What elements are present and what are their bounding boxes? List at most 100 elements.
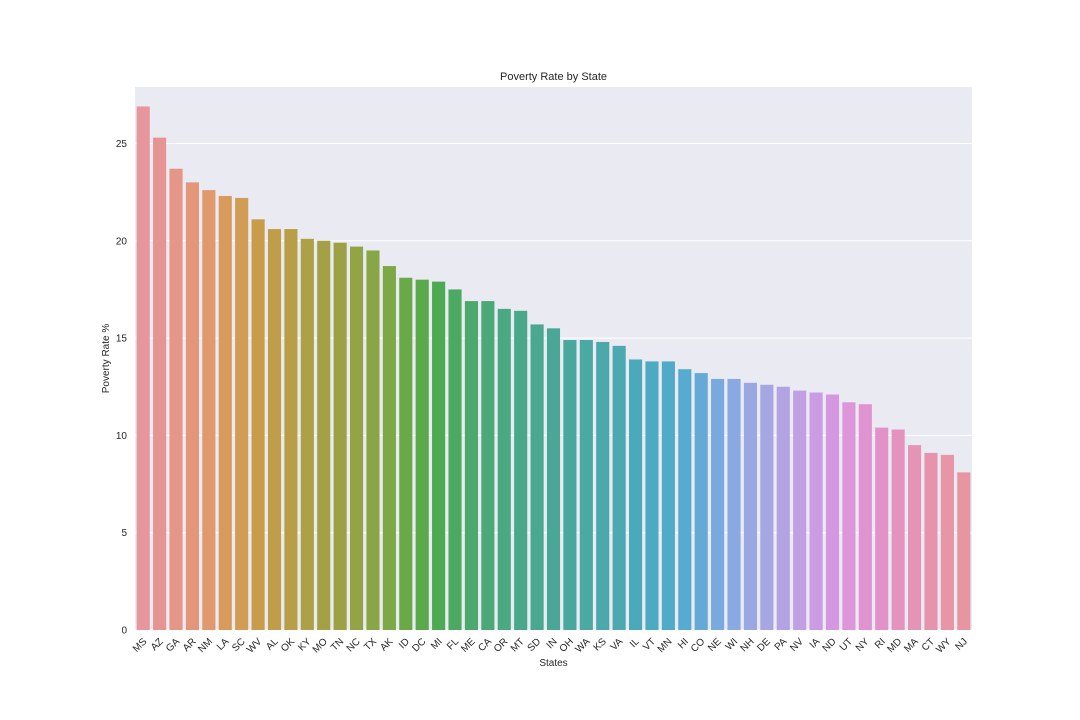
bar-il [628, 359, 643, 630]
x-tick-label: MD [885, 636, 904, 655]
x-tick-label: IN [545, 636, 560, 651]
bar-ri [875, 427, 889, 630]
x-tick-label: MT [509, 636, 527, 654]
x-tick-label: AK [378, 636, 395, 653]
x-tick-label: MA [902, 636, 921, 655]
x-tick-label: TN [329, 636, 346, 653]
x-tick-label: CO [689, 636, 708, 655]
bar-ar [185, 182, 200, 630]
bar-dc [415, 279, 429, 630]
bar-tx [366, 250, 380, 630]
bar-wa [579, 340, 593, 630]
bar-ga [169, 168, 183, 630]
x-tick-label: VT [641, 636, 658, 653]
x-tick-label: PA [773, 636, 790, 653]
x-tick-label: NY [854, 636, 872, 654]
bar-pa [776, 386, 790, 630]
x-tick-label: OK [279, 636, 297, 654]
y-tick-label: 10 [116, 431, 128, 442]
bar-co [694, 373, 708, 630]
bar-vt [645, 361, 659, 630]
x-tick-label: FL [445, 636, 461, 652]
bar-wi [727, 378, 741, 630]
bar-ok [284, 229, 298, 631]
bar-ia [809, 392, 823, 630]
bar-az [153, 137, 167, 630]
y-tick-label: 15 [116, 334, 128, 345]
x-tick-label: KY [296, 636, 313, 653]
x-tick-label: AL [264, 636, 281, 653]
x-tick-label: NE [706, 636, 724, 654]
x-tick-label: UT [838, 636, 855, 653]
bar-la [218, 195, 232, 630]
x-tick-label: LA [215, 636, 232, 653]
x-tick-label: TX [362, 636, 379, 653]
bar-va [612, 345, 626, 630]
bar-hi [678, 369, 692, 630]
x-tick-label: NC [345, 636, 363, 654]
bar-ms [136, 106, 150, 631]
bar-or [497, 308, 511, 630]
x-tick-label: NV [788, 636, 806, 654]
bar-nh [743, 382, 758, 630]
x-tick-label: HI [676, 636, 691, 651]
bar-ut [842, 402, 856, 630]
y-tick-labels: 0 5 10 15 20 25 [116, 139, 128, 637]
bar-sc [235, 197, 249, 630]
bar-oh [563, 340, 577, 630]
bar-ky [300, 238, 314, 630]
bar-ak [382, 266, 396, 630]
x-tick-label: ND [821, 636, 839, 654]
x-tick-label: MO [311, 636, 330, 655]
bar-nv [793, 390, 807, 630]
bar-nd [825, 394, 840, 630]
bar-id [399, 277, 413, 630]
x-tick-label: VA [609, 636, 626, 653]
bar-me [464, 301, 479, 630]
bar-tn [333, 242, 347, 631]
x-tick-label: DE [755, 636, 773, 654]
bar-mo [317, 240, 331, 630]
x-tick-label: DC [410, 636, 428, 654]
bar-al [267, 229, 282, 631]
x-tick-label: GA [164, 636, 182, 654]
y-tick-label: 5 [121, 528, 127, 539]
x-tick-label: NM [196, 636, 215, 655]
y-axis-title: Poverty Rate % [101, 324, 112, 394]
y-tick-label: 0 [121, 626, 127, 637]
bar-nm [202, 190, 216, 630]
x-tick-label: ID [397, 636, 412, 651]
bar-ks [596, 341, 610, 630]
bar-ma [907, 445, 922, 630]
bar-in [546, 328, 561, 630]
bar-fl [448, 289, 462, 630]
x-tick-label: CA [476, 636, 494, 654]
x-tick-label: CT [920, 636, 937, 653]
x-tick-label: MI [429, 636, 445, 652]
bar-ny [858, 404, 872, 630]
x-tick-label: AZ [149, 636, 166, 653]
x-tick-label: MN [656, 636, 675, 655]
x-tick-label: ME [459, 636, 478, 655]
x-tick-label: OR [492, 636, 510, 654]
x-tick-label: OH [558, 636, 576, 654]
x-tick-label: IA [808, 636, 823, 651]
x-tick-label: WY [934, 636, 953, 655]
bar-mt [514, 310, 528, 630]
x-axis-title: States [539, 658, 567, 669]
bar-ct [924, 452, 938, 630]
bar-de [760, 384, 774, 630]
x-tick-label: WV [245, 636, 264, 655]
x-tick-label: SD [526, 636, 544, 654]
x-tick-label: RI [873, 636, 888, 651]
x-tick-label: AR [181, 636, 199, 654]
x-tick-label: KS [592, 636, 609, 653]
x-tick-label: MS [131, 636, 150, 655]
bar-sd [530, 324, 544, 630]
chart-title: Poverty Rate by State [500, 71, 607, 83]
x-tick-label: SC [230, 636, 248, 654]
bar-ca [481, 301, 495, 630]
x-tick-label: WI [724, 636, 740, 652]
